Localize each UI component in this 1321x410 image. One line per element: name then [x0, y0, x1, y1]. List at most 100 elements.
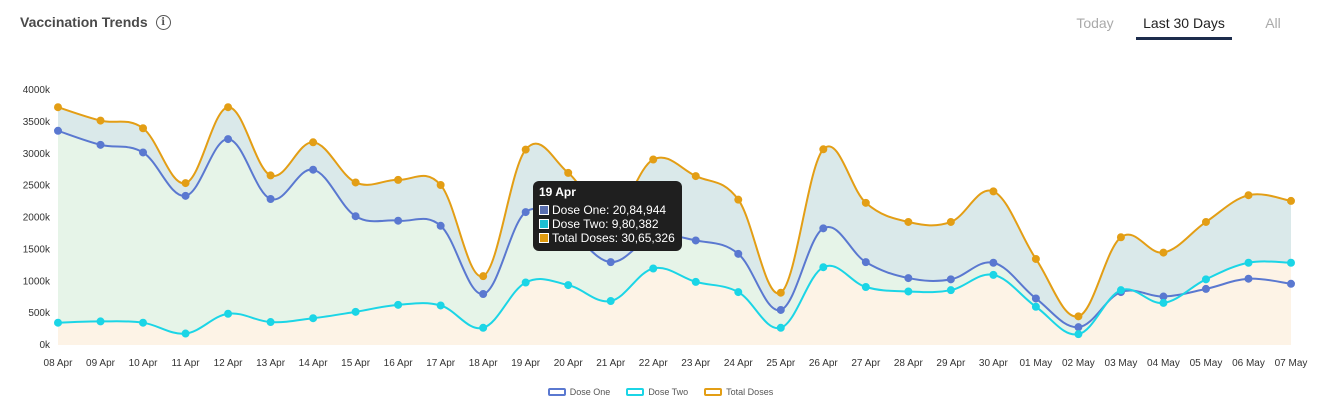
x-tick-label: 19 Apr — [511, 358, 541, 369]
point-dose-one — [181, 191, 190, 200]
point-total-doses — [1074, 312, 1083, 321]
point-total-doses — [521, 145, 530, 154]
x-tick-label: 15 Apr — [341, 358, 371, 369]
chart-legend: Dose One Dose Two Total Doses — [0, 387, 1321, 397]
x-tick-label: 17 Apr — [426, 358, 456, 369]
point-total-doses — [861, 198, 870, 207]
y-tick-label: 0k — [39, 340, 51, 351]
point-dose-one — [96, 140, 105, 149]
x-tick-label: 21 Apr — [596, 358, 626, 369]
point-dose-two — [139, 318, 148, 327]
point-dose-two — [1031, 302, 1040, 311]
point-dose-two — [181, 329, 190, 338]
x-tick-label: 20 Apr — [554, 358, 584, 369]
x-tick-label: 26 Apr — [809, 358, 839, 369]
x-tick-label: 29 Apr — [936, 358, 966, 369]
info-icon[interactable]: i — [155, 14, 171, 30]
legend-label-dose-two: Dose Two — [648, 387, 689, 397]
point-total-doses — [1159, 248, 1168, 257]
x-tick-label: 13 Apr — [256, 358, 286, 369]
x-tick-label: 22 Apr — [639, 358, 669, 369]
chart-tooltip: 19 Apr Dose One: 20,84,944 Dose Two: 9,8… — [533, 181, 682, 251]
y-tick-label: 1000k — [23, 276, 51, 287]
point-dose-two — [479, 323, 488, 332]
point-dose-one — [1201, 284, 1210, 293]
point-dose-one — [479, 290, 488, 298]
point-total-doses — [989, 187, 998, 196]
point-dose-two — [606, 297, 615, 306]
point-total-doses — [904, 217, 913, 226]
point-dose-two — [819, 263, 828, 272]
point-total-doses — [479, 272, 488, 281]
point-dose-two — [1244, 258, 1253, 267]
point-dose-one — [54, 126, 62, 135]
point-dose-one — [989, 258, 998, 267]
point-total-doses — [564, 168, 573, 177]
point-dose-two — [394, 300, 403, 309]
point-dose-one — [266, 195, 275, 204]
point-dose-one — [309, 165, 318, 174]
y-tick-label: 2000k — [23, 213, 51, 224]
tooltip-row-total-doses: Total Doses: 30,65,326 — [539, 231, 676, 245]
point-total-doses — [1287, 196, 1295, 205]
y-tick-label: 2500k — [23, 181, 51, 192]
point-dose-two — [564, 281, 573, 290]
legend-label-dose-one: Dose One — [569, 387, 611, 397]
point-dose-two — [521, 278, 530, 287]
x-tick-label: 11 Apr — [171, 358, 200, 369]
tooltip-dose-two-value: Dose Two: 9,80,382 — [552, 217, 659, 231]
point-dose-two — [96, 317, 105, 326]
point-dose-two — [1287, 258, 1295, 267]
point-dose-two — [904, 287, 913, 296]
point-total-doses — [266, 171, 275, 180]
point-dose-two — [946, 286, 955, 295]
legend-item-dose-two[interactable]: Dose Two — [626, 387, 688, 397]
point-dose-two — [1159, 298, 1168, 307]
y-tick-label: 3500k — [23, 117, 51, 128]
area-dose-two — [58, 261, 1291, 345]
y-tick-label: 3000k — [23, 149, 51, 160]
point-total-doses — [946, 217, 955, 226]
tooltip-swatch-dose-two — [539, 219, 549, 229]
point-dose-one — [394, 216, 403, 225]
point-total-doses — [1031, 254, 1040, 263]
point-dose-two — [436, 301, 445, 310]
point-total-doses — [691, 172, 700, 181]
tab-today[interactable]: Today — [1076, 15, 1114, 31]
point-dose-one — [1287, 279, 1295, 288]
point-dose-two — [309, 314, 318, 323]
x-tick-label: 07 May — [1275, 358, 1308, 369]
legend-item-total-doses[interactable]: Total Doses — [704, 387, 773, 397]
x-tick-label: 12 Apr — [214, 358, 244, 369]
tooltip-swatch-dose-one — [539, 205, 549, 215]
point-dose-one — [734, 249, 743, 258]
tooltip-title: 19 Apr — [539, 185, 576, 199]
tooltip-dose-one-value: Dose One: 20,84,944 — [552, 203, 667, 217]
legend-swatch-total-doses — [704, 388, 723, 396]
x-tick-label: 16 Apr — [384, 358, 414, 369]
point-dose-two — [1116, 286, 1125, 295]
x-tick-label: 06 May — [1232, 358, 1265, 369]
y-tick-label: 4000k — [23, 85, 51, 96]
y-tick-label: 1500k — [23, 244, 51, 255]
x-tick-label: 03 May — [1105, 358, 1138, 369]
x-tick-label: 04 May — [1147, 358, 1180, 369]
point-dose-one — [606, 258, 615, 267]
point-total-doses — [394, 175, 403, 184]
tab-last-30-days[interactable]: Last 30 Days — [1136, 14, 1232, 40]
point-total-doses — [96, 116, 105, 125]
legend-item-dose-one[interactable]: Dose One — [547, 387, 611, 397]
point-total-doses — [181, 179, 190, 188]
x-tick-label: 14 Apr — [299, 358, 329, 369]
point-dose-one — [904, 274, 913, 283]
x-tick-label: 02 May — [1062, 358, 1095, 369]
point-total-doses — [819, 145, 828, 154]
point-dose-one — [946, 275, 955, 284]
point-dose-two — [734, 288, 743, 297]
tab-all[interactable]: All — [1265, 15, 1281, 31]
point-dose-two — [1074, 330, 1083, 339]
point-dose-one — [691, 236, 700, 245]
x-tick-label: 25 Apr — [766, 358, 796, 369]
point-total-doses — [139, 124, 148, 133]
point-dose-two — [691, 277, 700, 286]
